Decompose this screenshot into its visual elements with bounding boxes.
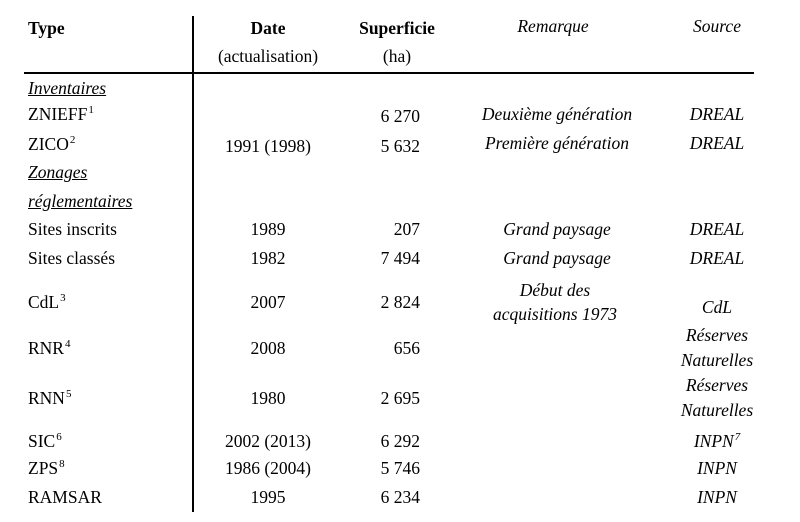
row-source: DREAL: [689, 104, 745, 124]
section-zonages-line1: Zonages: [28, 162, 88, 182]
row-date: 1982: [250, 248, 286, 268]
row-remark: Première génération: [484, 133, 630, 153]
header-date: Date: [250, 18, 286, 38]
header-source: Source: [693, 16, 741, 36]
row-area: 2 824: [380, 292, 420, 312]
row-source: DREAL: [689, 248, 745, 268]
row-type: ZPS8: [28, 458, 65, 478]
header-rule: [24, 72, 754, 74]
row-remark-line1: Début des: [519, 280, 591, 300]
row-remark: Deuxième génération: [481, 104, 633, 124]
section-zonages-line2: réglementaires: [28, 191, 133, 211]
row-source-line1: Réserves: [685, 375, 749, 395]
row-type: CdL3: [28, 292, 66, 312]
row-type: RNN5: [28, 388, 72, 408]
row-type: RAMSAR: [28, 487, 102, 507]
header-remark: Remarque: [517, 16, 589, 36]
row-source-line1: Réserves: [685, 325, 749, 345]
row-date: 2008: [250, 338, 286, 358]
row-type: ZICO2: [28, 134, 76, 154]
row-date: 1980: [250, 388, 286, 408]
row-type: Sites classés: [28, 248, 116, 268]
row-area: 2 695: [380, 388, 420, 408]
row-area: 6 270: [380, 106, 420, 126]
row-source-line2: Naturelles: [680, 400, 754, 420]
row-area: 207: [393, 219, 420, 239]
row-area: 5 746: [380, 458, 420, 478]
row-source: DREAL: [689, 133, 745, 153]
header-area-sub: (ha): [382, 46, 412, 66]
row-area: 7 494: [380, 248, 420, 268]
section-inventaires: Inventaires: [28, 78, 107, 98]
row-source: DREAL: [689, 219, 745, 239]
row-source: INPN7: [693, 431, 741, 451]
row-area: 5 632: [380, 136, 420, 156]
row-source: CdL: [701, 297, 733, 317]
row-remark: Grand paysage: [503, 219, 611, 239]
row-type: ZNIEFF1: [28, 104, 94, 124]
row-area: 656: [393, 338, 420, 358]
row-date: 1986 (2004): [224, 458, 312, 478]
row-source-line2: Naturelles: [680, 350, 754, 370]
row-area: 6 292: [380, 431, 420, 451]
row-type: RNR4: [28, 338, 71, 358]
header-date-sub: (actualisation): [217, 46, 319, 66]
row-source: INPN: [697, 458, 737, 478]
header-type: Type: [28, 18, 65, 38]
row-date: 1989: [250, 219, 286, 239]
row-date: 1995: [250, 487, 286, 507]
row-remark-line2: acquisitions 1973: [493, 304, 617, 324]
row-date: 1991 (1998): [224, 136, 312, 156]
row-date: 2002 (2013): [224, 431, 312, 451]
column-divider: [192, 16, 194, 512]
row-source: INPN: [697, 487, 737, 507]
row-area: 6 234: [380, 487, 420, 507]
row-type: SIC6: [28, 431, 62, 451]
row-remark: Grand paysage: [503, 248, 611, 268]
row-date: 2007: [250, 292, 286, 312]
row-type: Sites inscrits: [28, 219, 117, 239]
header-area: Superficie: [359, 18, 435, 38]
